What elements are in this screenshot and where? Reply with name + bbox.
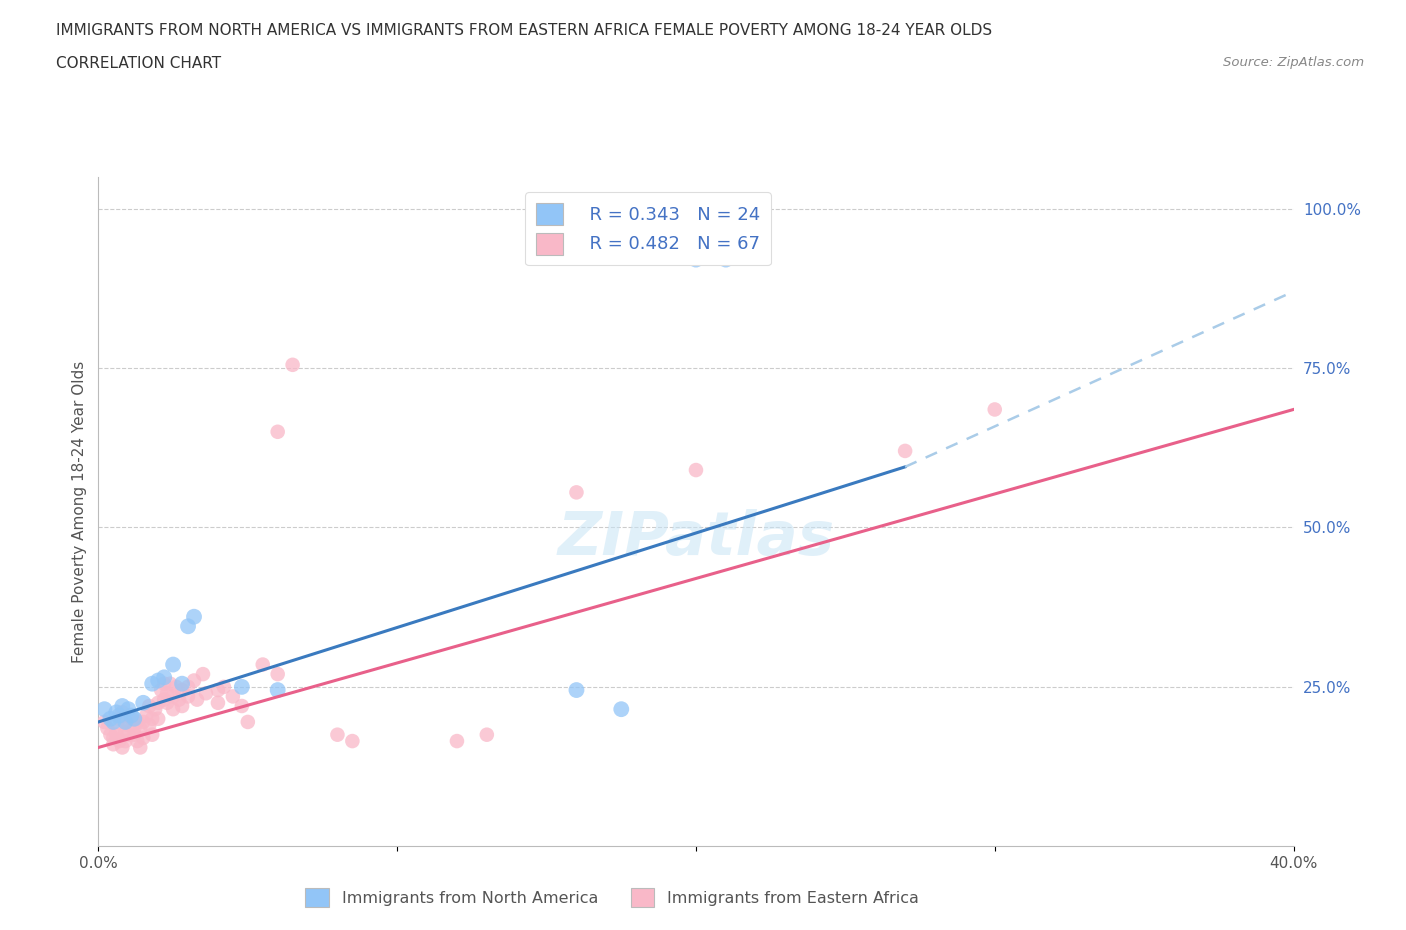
- Point: [685, 252, 707, 267]
- Point: [108, 708, 131, 723]
- Point: [138, 718, 160, 733]
- Point: [127, 734, 149, 749]
- Point: [610, 702, 633, 717]
- Point: [124, 727, 146, 742]
- Point: [93, 702, 115, 717]
- Point: [124, 721, 146, 736]
- Point: [150, 683, 173, 698]
- Point: [172, 683, 194, 698]
- Point: [111, 740, 134, 755]
- Point: [165, 680, 187, 695]
- Point: [207, 683, 229, 698]
- Point: [141, 676, 163, 691]
- Point: [124, 711, 146, 726]
- Text: IMMIGRANTS FROM NORTH AMERICA VS IMMIGRANTS FROM EASTERN AFRICA FEMALE POVERTY A: IMMIGRANTS FROM NORTH AMERICA VS IMMIGRA…: [56, 23, 993, 38]
- Point: [159, 676, 181, 691]
- Point: [183, 609, 205, 624]
- Point: [114, 734, 136, 749]
- Point: [135, 708, 157, 723]
- Point: [231, 680, 253, 695]
- Point: [127, 714, 149, 729]
- Point: [105, 724, 128, 739]
- Point: [117, 718, 139, 733]
- Point: [172, 676, 194, 691]
- Point: [156, 685, 179, 700]
- Point: [475, 727, 498, 742]
- Point: [129, 740, 152, 755]
- Point: [100, 711, 122, 726]
- Point: [141, 711, 163, 726]
- Point: [326, 727, 349, 742]
- Point: [565, 485, 588, 499]
- Point: [685, 462, 707, 477]
- Point: [207, 696, 229, 711]
- Point: [103, 730, 125, 745]
- Point: [111, 705, 134, 720]
- Point: [565, 683, 588, 698]
- Point: [148, 711, 170, 726]
- Point: [129, 721, 152, 736]
- Point: [177, 618, 200, 633]
- Point: [153, 676, 176, 691]
- Y-axis label: Female Poverty Among 18-24 Year Olds: Female Poverty Among 18-24 Year Olds: [72, 361, 87, 663]
- Point: [162, 689, 184, 704]
- Point: [267, 683, 290, 698]
- Text: CORRELATION CHART: CORRELATION CHART: [56, 56, 221, 71]
- Text: ZIPatlas: ZIPatlas: [557, 509, 835, 568]
- Text: Source: ZipAtlas.com: Source: ZipAtlas.com: [1223, 56, 1364, 69]
- Point: [172, 698, 194, 713]
- Point: [103, 737, 125, 751]
- Point: [132, 730, 155, 745]
- Point: [132, 714, 155, 729]
- Point: [108, 711, 131, 726]
- Point: [141, 727, 163, 742]
- Point: [103, 714, 125, 729]
- Point: [105, 727, 128, 742]
- Point: [236, 714, 259, 729]
- Point: [148, 673, 170, 688]
- Point: [984, 402, 1007, 417]
- Point: [167, 692, 190, 707]
- Point: [252, 658, 274, 672]
- Point: [894, 444, 917, 458]
- Point: [153, 692, 176, 707]
- Point: [148, 696, 170, 711]
- Point: [117, 727, 139, 742]
- Point: [105, 705, 128, 720]
- Point: [186, 692, 208, 707]
- Point: [153, 670, 176, 684]
- Point: [177, 680, 200, 695]
- Point: [114, 714, 136, 729]
- Point: [143, 702, 166, 717]
- Point: [212, 680, 235, 695]
- Point: [222, 689, 245, 704]
- Point: [93, 714, 115, 729]
- Point: [96, 721, 118, 736]
- Point: [117, 702, 139, 717]
- Point: [108, 734, 131, 749]
- Point: [120, 711, 142, 726]
- Legend: Immigrants from North America, Immigrants from Eastern Africa: Immigrants from North America, Immigrant…: [298, 880, 927, 915]
- Point: [156, 696, 179, 711]
- Point: [191, 667, 214, 682]
- Point: [111, 698, 134, 713]
- Point: [195, 685, 218, 700]
- Point: [138, 698, 160, 713]
- Point: [177, 689, 200, 704]
- Point: [281, 357, 304, 372]
- Point: [714, 252, 737, 267]
- Point: [342, 734, 364, 749]
- Point: [267, 667, 290, 682]
- Point: [231, 698, 253, 713]
- Point: [132, 696, 155, 711]
- Point: [100, 727, 122, 742]
- Point: [114, 724, 136, 739]
- Point: [162, 702, 184, 717]
- Point: [183, 673, 205, 688]
- Point: [120, 708, 142, 723]
- Point: [446, 734, 468, 749]
- Point: [162, 658, 184, 672]
- Point: [267, 424, 290, 439]
